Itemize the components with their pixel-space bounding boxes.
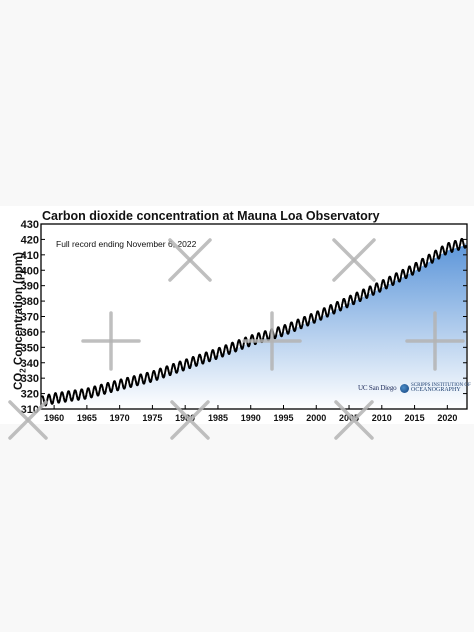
x-tick-label: 2010 bbox=[372, 413, 392, 423]
y-axis-label-subscript: 2 bbox=[18, 368, 28, 373]
ucsd-logo: UC San Diego bbox=[358, 384, 397, 392]
chart-poster: 310 320 330 340 350 360 370 380 390 400 410 420 430 1… bbox=[0, 206, 474, 424]
y-tick-label: 350 bbox=[21, 342, 39, 354]
scripps-logo: SCRIPPS INSTITUTION OF OCEANOGRAPHY bbox=[400, 381, 471, 395]
y-tick-label: 360 bbox=[21, 327, 39, 339]
x-tick-label: 1970 bbox=[110, 413, 130, 423]
x-tick-label: 2005 bbox=[339, 413, 359, 423]
y-axis-label-rest: Concentration (ppm) bbox=[13, 252, 25, 369]
x-tick-label: 2015 bbox=[405, 413, 425, 423]
x-tick-label: 1980 bbox=[175, 413, 195, 423]
y-tick-label: 340 bbox=[21, 358, 39, 370]
y-tick-label: 390 bbox=[21, 281, 39, 293]
y-axis-label: CO2 Concentration (ppm) bbox=[13, 226, 27, 416]
y-tick-label: 410 bbox=[21, 250, 39, 262]
chart-subtitle: Full record ending November 6, 2022 bbox=[56, 239, 197, 249]
scripps-seal-icon bbox=[400, 383, 409, 393]
x-tick-label: 2020 bbox=[437, 413, 457, 423]
x-tick-label: 1960 bbox=[44, 413, 64, 423]
scripps-line1: SCRIPPS INSTITUTION OF bbox=[411, 383, 471, 388]
x-tick-label: 1985 bbox=[208, 413, 228, 423]
y-tick-label: 430 bbox=[21, 219, 39, 231]
scripps-wordmark: SCRIPPS INSTITUTION OF OCEANOGRAPHY bbox=[411, 383, 471, 393]
x-tick-label: 1995 bbox=[273, 413, 293, 423]
y-tick-label: 380 bbox=[21, 296, 39, 308]
y-tick-label: 370 bbox=[21, 312, 39, 324]
scripps-line2: OCEANOGRAPHY bbox=[411, 387, 461, 393]
chart-title: Carbon dioxide concentration at Mauna Lo… bbox=[42, 209, 380, 223]
x-tick-label: 2000 bbox=[306, 413, 326, 423]
y-axis-label-main: CO bbox=[13, 372, 25, 390]
y-tick-label: 400 bbox=[21, 265, 39, 277]
y-tick-label: 420 bbox=[21, 234, 39, 246]
x-tick-label: 1990 bbox=[241, 413, 261, 423]
area-fill bbox=[42, 242, 467, 409]
y-tick-label: 320 bbox=[21, 389, 39, 401]
y-tick-label: 330 bbox=[21, 373, 39, 385]
x-tick-label: 1975 bbox=[142, 413, 162, 423]
x-tick-label: 1965 bbox=[77, 413, 97, 423]
